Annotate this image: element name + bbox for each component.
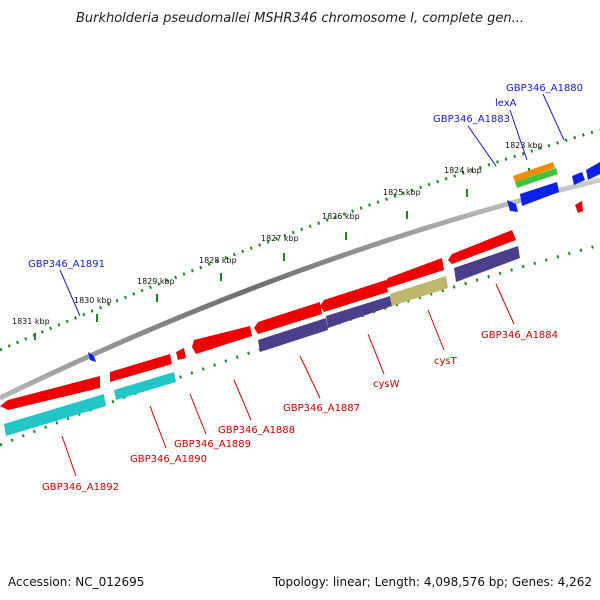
gene-arrow-bottom bbox=[192, 326, 252, 354]
scale-tick bbox=[34, 333, 36, 340]
scale-label: 1829 kbp bbox=[137, 277, 175, 286]
scale-tick bbox=[406, 211, 408, 219]
scale-label: 1827 kbp bbox=[261, 234, 299, 243]
top-strand-features bbox=[88, 162, 600, 362]
gene-label-gbp346-a1887[interactable]: GBP346_A1887 bbox=[283, 403, 360, 414]
scale-label: 1825 kbp bbox=[383, 188, 421, 197]
label-leader bbox=[149, 405, 167, 449]
gene-arrow-top bbox=[507, 200, 518, 212]
cds-bottom-olive bbox=[390, 276, 448, 306]
label-leader bbox=[59, 269, 81, 317]
bottom-strand-genes bbox=[0, 230, 516, 410]
scale-label: 1824 kbp bbox=[444, 166, 482, 175]
gene-label-cyst[interactable]: cysT bbox=[434, 356, 458, 367]
scale-tick bbox=[220, 273, 222, 281]
gene-arrow-bottom bbox=[254, 302, 322, 334]
gene-label-lexa[interactable]: lexA bbox=[495, 98, 517, 109]
backbone bbox=[0, 177, 600, 401]
gene-label-gbp346-a1891[interactable]: GBP346_A1891 bbox=[28, 259, 105, 270]
gene-label-cysw[interactable]: cysW bbox=[373, 379, 400, 390]
gene-label-gbp346-a1883[interactable]: GBP346_A1883 bbox=[433, 114, 510, 125]
label-leader bbox=[427, 309, 445, 351]
label-leader bbox=[495, 283, 515, 325]
scale-label: 1828 kbp bbox=[199, 256, 237, 265]
accession-text: Accession: NC_012695 bbox=[8, 575, 144, 589]
topology-summary: Topology: linear; Length: 4,098,576 bp; … bbox=[272, 575, 592, 589]
gene-arrow-bottom bbox=[320, 280, 388, 312]
gene-label-gbp346-a1892[interactable]: GBP346_A1892 bbox=[42, 482, 119, 493]
scale-tick bbox=[283, 253, 285, 261]
top-gene-labels: GBP346_A1891 GBP346_A1883 lexA GBP346_A1… bbox=[28, 83, 583, 317]
gene-arrow-top bbox=[586, 162, 600, 180]
cds-bottom-cyan bbox=[114, 372, 176, 400]
gene-arrow-top bbox=[88, 352, 96, 362]
bottom-strand-cds bbox=[4, 246, 520, 436]
gene-arrow-top bbox=[520, 182, 559, 206]
scale-tick bbox=[156, 294, 158, 302]
gene-arrow-bottom bbox=[384, 258, 444, 288]
gene-label-gbp346-a1884[interactable]: GBP346_A1884 bbox=[481, 330, 558, 341]
scale-label: 1826 kbp bbox=[322, 212, 360, 221]
gene-arrow-bottom bbox=[176, 348, 186, 360]
scale-tick bbox=[466, 189, 468, 197]
map-title: Burkholderia pseudomallei MSHR346 chromo… bbox=[76, 11, 524, 26]
label-leader bbox=[61, 435, 77, 477]
gene-arrow-top bbox=[575, 201, 583, 213]
cds-bottom-cyan bbox=[4, 394, 106, 436]
scale-tick bbox=[345, 232, 347, 240]
label-leader bbox=[542, 93, 565, 141]
cds-bottom-purple bbox=[454, 246, 520, 282]
bottom-gene-labels: GBP346_A1892 GBP346_A1890 GBP346_A1889 G… bbox=[42, 283, 558, 493]
scale-label: 1830 kbp bbox=[74, 296, 112, 305]
label-leader bbox=[189, 393, 207, 435]
gene-label-gbp346-a1889[interactable]: GBP346_A1889 bbox=[174, 439, 251, 450]
gene-arrow-bottom bbox=[0, 376, 100, 410]
label-leader bbox=[467, 125, 497, 167]
gene-label-gbp346-a1880[interactable]: GBP346_A1880 bbox=[506, 83, 583, 94]
scale-dotted-line bbox=[0, 128, 600, 352]
scale-tick bbox=[96, 314, 98, 322]
label-leader bbox=[299, 355, 321, 399]
label-leader bbox=[233, 379, 252, 421]
cds-top-green bbox=[515, 168, 558, 188]
cds-top-orange bbox=[513, 162, 555, 182]
lower-dotted-track bbox=[0, 243, 600, 447]
gene-label-gbp346-a1888[interactable]: GBP346_A1888 bbox=[218, 425, 295, 436]
scale-track: 1831 kbp 1830 kbp 1829 kbp 1828 kbp 1827… bbox=[0, 128, 600, 352]
gene-arrow-bottom bbox=[448, 230, 516, 264]
scale-label: 1823 kbp bbox=[505, 141, 543, 150]
gene-arrow-bottom bbox=[110, 354, 172, 382]
cds-bottom-purple bbox=[326, 296, 392, 328]
cds-bottom-purple bbox=[258, 318, 328, 352]
label-leader bbox=[367, 333, 385, 375]
label-leader bbox=[509, 109, 528, 161]
scale-labels: 1831 kbp 1830 kbp 1829 kbp 1828 kbp 1827… bbox=[12, 141, 543, 326]
gene-label-gbp346-a1890[interactable]: GBP346_A1890 bbox=[130, 454, 207, 465]
gene-arrow-top bbox=[572, 172, 585, 185]
scale-label: 1831 kbp bbox=[12, 317, 50, 326]
